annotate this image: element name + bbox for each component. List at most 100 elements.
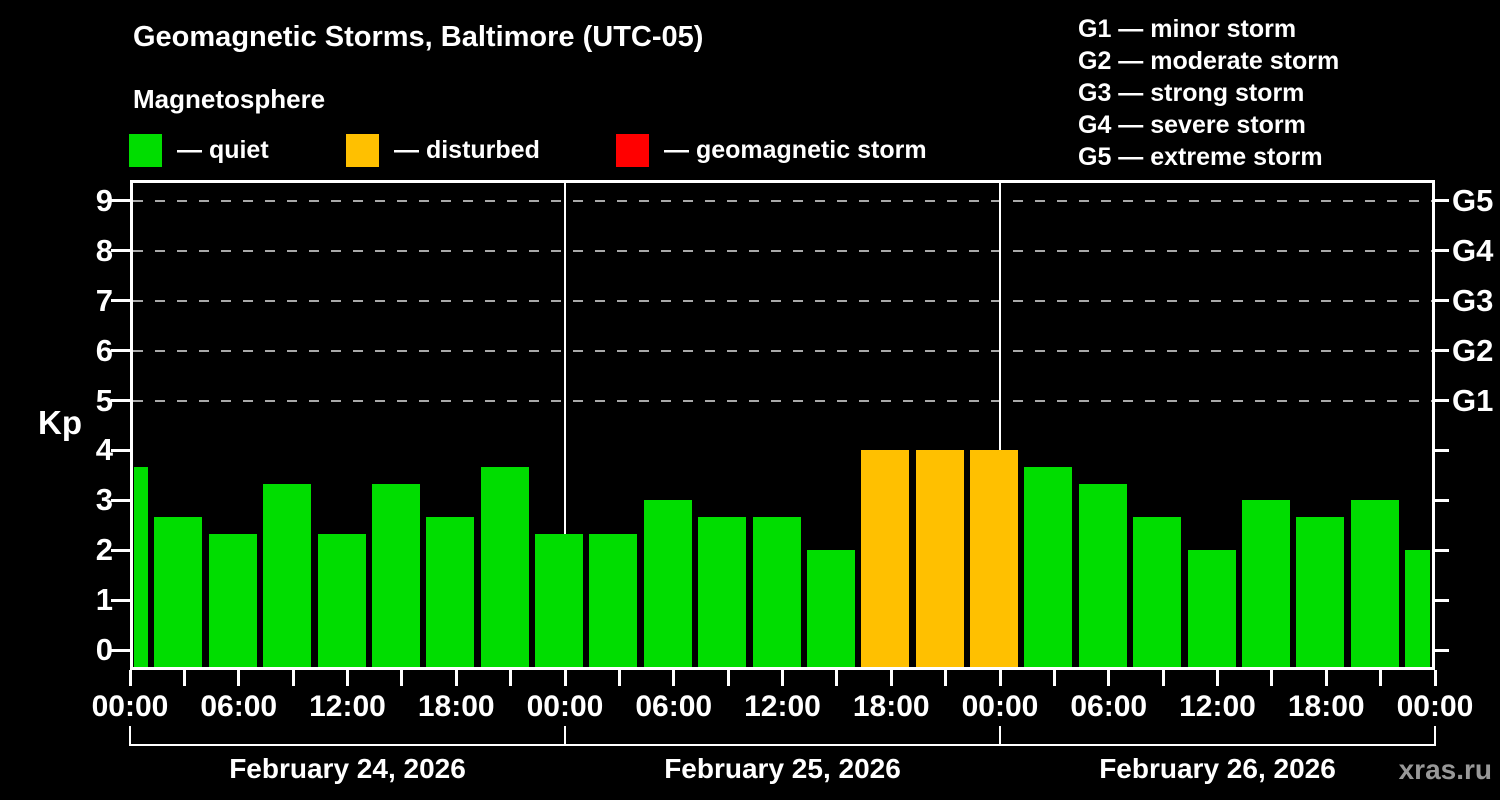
kp-bar [1296,516,1345,667]
x-tick-label: 00:00 [961,690,1039,723]
x-axis-tick [291,670,295,686]
kp-bar [1187,550,1236,667]
storm-scale-line-g1: G1 — minor storm [1078,15,1297,43]
date-label: February 25, 2026 [664,753,901,784]
kp-bar [861,450,910,667]
y-axis-tick [111,199,130,203]
kp-bar [480,466,529,667]
right-axis-tick [1435,249,1449,253]
x-tick-label: 18:00 [852,690,930,723]
plot-area [130,180,1435,670]
y-axis-tick [111,349,130,353]
kp-bar [752,516,801,667]
y-axis-tick [111,448,130,452]
legend-item-geomagnetic-storm: — geomagnetic storm [616,133,927,167]
y-axis-tick [111,299,130,303]
y-tick-label: 1 [95,582,113,618]
kp-bar [643,500,692,667]
y-tick-label: 7 [95,282,113,318]
watermark: xras.ru [1398,754,1492,785]
y-tick-label: 6 [95,332,113,368]
right-axis-label-g1: G1 [1452,382,1494,418]
x-axis-tick [1107,670,1111,686]
right-axis-tick [1435,548,1449,552]
x-axis-tick [726,670,730,686]
kp-bar [589,533,638,667]
x-axis-tick [672,670,676,686]
x-tick-label: 06:00 [200,690,278,723]
kp-bar [1078,483,1127,667]
x-tick-label: 00:00 [526,690,604,723]
y-axis-tick [111,548,130,552]
x-tick-label: 12:00 [309,690,386,723]
date-bracket-tick [1434,726,1436,746]
gridline-kp7 [133,299,1432,302]
y-tick-label: 3 [95,482,113,518]
y-axis-tick [111,648,130,652]
kp-bar [134,466,148,667]
y-tick-label: 0 [95,632,113,667]
storm-scale-line-g2: G2 — moderate storm [1078,47,1340,75]
date-bracket-tick [564,726,566,746]
gridline-kp5 [133,399,1432,402]
x-axis-tick [998,670,1002,686]
x-axis-tick [1433,670,1437,686]
storm-scale-line-g5: G5 — extreme storm [1078,143,1323,171]
x-axis-tick [1324,670,1328,686]
kp-bar [1405,550,1430,667]
x-axis-tick [944,670,948,686]
kp-bar [1241,500,1290,667]
date-bracket-tick [999,726,1001,746]
y-tick-label: 9 [95,182,113,218]
x-axis-tick [509,670,513,686]
day-divider-line [564,183,566,667]
kp-bar [535,533,583,667]
x-axis-tick [1216,670,1219,686]
x-axis-tick [400,670,404,686]
x-tick-label: 18:00 [417,690,495,723]
right-axis-tick [1435,299,1449,303]
gridline-kp9 [133,199,1432,202]
date-label: February 24, 2026 [229,753,466,784]
kp-bar [371,483,420,667]
disturbed-color-swatch-icon [346,133,379,167]
quiet-color-swatch-icon [129,133,162,167]
legend-label-geomagnetic-storm: — geomagnetic storm [664,135,927,164]
right-axis-tick [1435,199,1449,203]
y-axis-tick [111,498,130,502]
x-tick-label: 06:00 [1070,690,1148,723]
right-axis-label-g4: G4 [1452,232,1494,268]
right-axis-tick [1435,349,1449,353]
right-axis-label-g3: G3 [1452,282,1494,318]
date-label: February 26, 2026 [1099,753,1336,784]
right-axis-tick [1435,498,1449,502]
x-axis-tick [781,670,784,686]
x-axis-tick [1052,670,1056,686]
x-axis-tick [617,670,621,686]
storm-scale-legend: G1 — minor storm G2 — moderate storm G3 — … [1078,13,1339,173]
y-axis-tick [111,399,130,402]
kp-bar [915,450,964,667]
x-axis-tick [1161,670,1165,686]
legend-item-disturbed: — disturbed [346,133,540,167]
storm-scale-line-g4: G4 — severe storm [1078,111,1306,139]
kp-bar [154,516,203,667]
chart-subtitle: Magnetosphere [133,84,326,114]
x-axis-tick [182,670,186,686]
x-tick-label: 00:00 [1396,690,1474,723]
x-axis-tick [1270,670,1274,686]
page-title: Geomagnetic Storms, Baltimore (UTC-05) [133,21,704,53]
y-axis-tick [111,598,130,602]
kp-bar [970,450,1018,667]
y-axis-label: Kp [38,404,82,441]
kp-bar [208,533,257,667]
y-tick-label: 2 [95,532,113,568]
date-bracket-line [130,744,1435,746]
right-axis-label-g5: G5 [1452,182,1494,218]
right-axis-label-g2: G2 [1452,332,1494,368]
right-axis-tick [1435,648,1449,652]
x-tick-label: 06:00 [635,690,713,723]
gridline-kp8 [133,249,1432,252]
legend-item-quiet: — quiet [129,133,269,167]
